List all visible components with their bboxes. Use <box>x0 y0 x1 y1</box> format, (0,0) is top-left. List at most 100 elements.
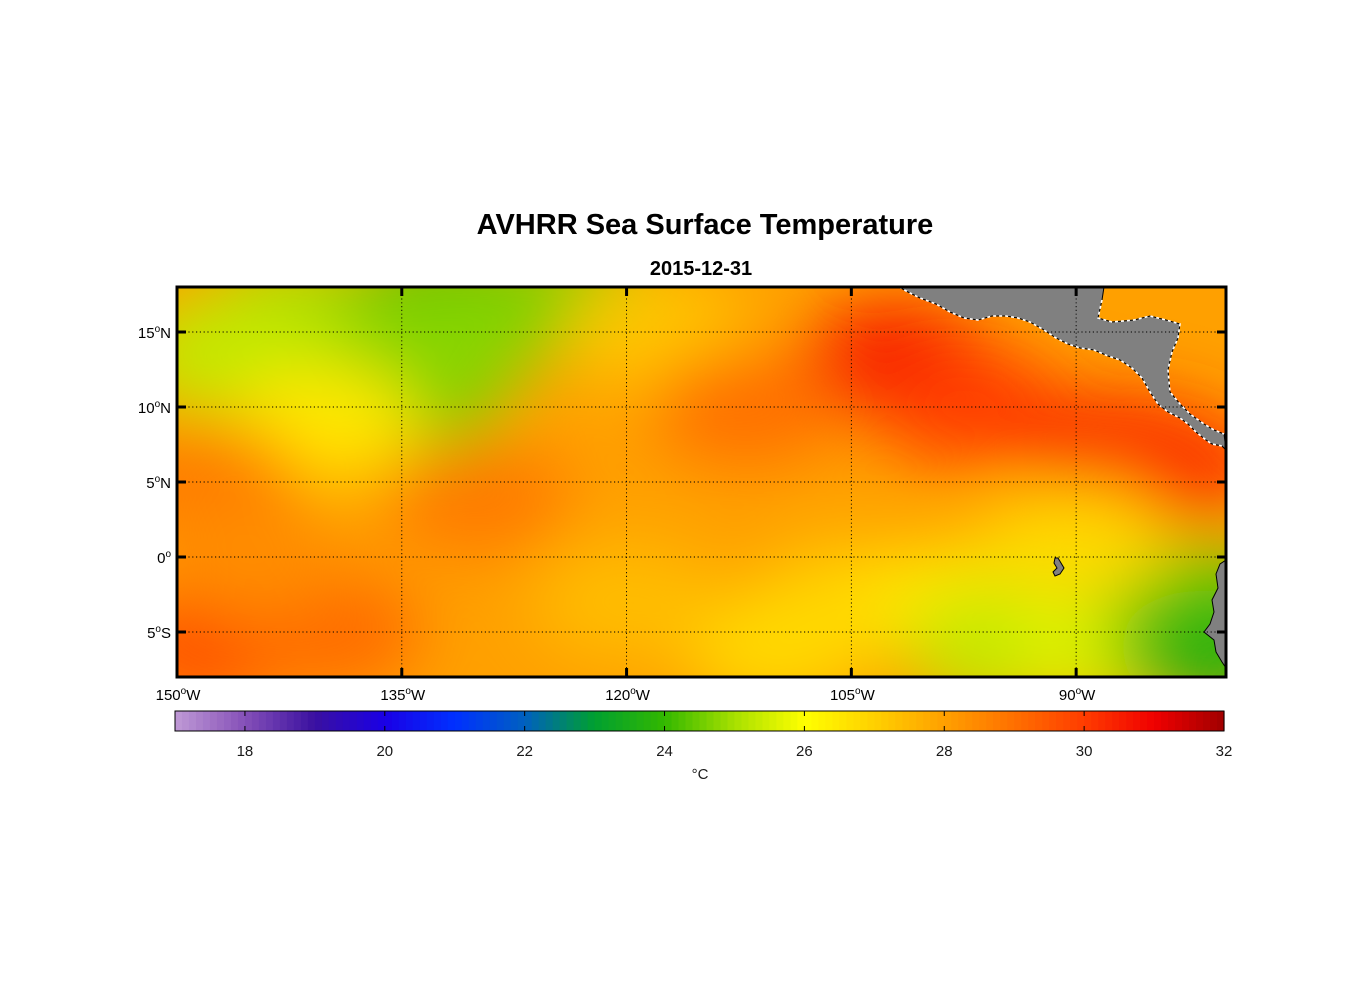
colorbar-segment <box>195 711 204 731</box>
colorbar-segment <box>412 711 421 731</box>
colorbar-segment <box>1070 711 1078 731</box>
colorbar-segment <box>566 711 575 731</box>
colorbar-unit-label: °C <box>692 766 709 783</box>
colorbar-segment <box>279 711 288 731</box>
colorbar-segment <box>832 711 840 731</box>
colorbar-segment <box>769 711 778 731</box>
colorbar-segment <box>1126 711 1134 731</box>
axis-ticks <box>175 287 1226 677</box>
colorbar-segment <box>489 711 498 731</box>
colorbar-segment <box>251 711 260 731</box>
colorbar-segment <box>916 711 924 731</box>
sst-anomaly <box>381 439 572 555</box>
colorbar-segment <box>1056 711 1064 731</box>
colorbar-segment <box>328 711 337 731</box>
colorbar-segment <box>237 711 246 731</box>
colorbar-segment <box>1147 711 1155 731</box>
colorbar-segment <box>244 711 253 731</box>
colorbar-segment <box>650 711 659 731</box>
colorbar-segment <box>202 711 211 731</box>
colorbar-segment <box>1084 711 1092 731</box>
colorbar-segment <box>664 711 673 731</box>
colorbar-segment <box>1000 711 1008 731</box>
latitude-labels: 15oN 10oN 5oN 0o 5oS <box>138 324 172 642</box>
colorbar-segment <box>1119 711 1127 731</box>
colorbar-tick-label: 22 <box>516 743 533 760</box>
colorbar-segment <box>349 711 358 731</box>
colorbar-segment <box>1049 711 1057 731</box>
colorbar-segment <box>986 711 994 731</box>
south-america <box>1203 559 1226 669</box>
colorbar-segment <box>405 711 414 731</box>
colorbar-segment <box>608 711 617 731</box>
colorbar-segment <box>440 711 449 731</box>
colorbar-segment <box>181 711 190 731</box>
colorbar-segment <box>615 711 624 731</box>
colorbar-segment <box>1007 711 1015 731</box>
colorbar-segment <box>783 711 792 731</box>
colorbar-segment <box>853 711 861 731</box>
colorbar-segment <box>384 711 393 731</box>
colorbar-segment <box>692 711 701 731</box>
colorbar-segment <box>265 711 274 731</box>
colorbar-segment <box>1091 711 1099 731</box>
colorbar-segment <box>748 711 757 731</box>
chart-subtitle: 2015-12-31 <box>650 258 752 280</box>
colorbar-segment <box>951 711 959 731</box>
colorbar-segment <box>601 711 610 731</box>
colorbar-segment <box>1161 711 1169 731</box>
colorbar-segment <box>370 711 379 731</box>
colorbar-segment <box>699 711 708 731</box>
colorbar-segment <box>678 711 687 731</box>
colorbar-segment <box>1182 711 1190 731</box>
colorbar-segment <box>944 711 952 731</box>
longitude-label: 135oW <box>380 686 426 704</box>
latitude-label: 10oN <box>138 399 171 417</box>
colorbar-segment <box>923 711 931 731</box>
colorbar-segment <box>643 711 652 731</box>
colorbar-segment <box>552 711 561 731</box>
colorbar-segment <box>1021 711 1029 731</box>
colorbar-segment <box>223 711 232 731</box>
colorbar-segment <box>594 711 603 731</box>
colorbar-segment <box>559 711 568 731</box>
colorbar-segment <box>755 711 764 731</box>
colorbar-segment <box>706 711 715 731</box>
colorbar-segment <box>321 711 330 731</box>
colorbar-segment <box>629 711 638 731</box>
sst-anomaly <box>681 589 872 677</box>
colorbar-segment <box>839 711 847 731</box>
latitude-label: 5oN <box>146 474 171 492</box>
colorbar-segment <box>216 711 225 731</box>
central-america-coastline <box>898 287 1223 447</box>
colorbar-tick-labels: 18 20 22 24 26 28 30 32 <box>237 743 1233 760</box>
colorbar-segment <box>342 711 351 731</box>
colorbar-segment <box>286 711 295 731</box>
sst-anomaly <box>651 349 842 465</box>
colorbar-segment <box>776 711 785 731</box>
colorbar-segment <box>685 711 694 731</box>
colorbar-segment <box>888 711 896 731</box>
colorbar-segment <box>734 711 743 731</box>
colorbar-segment <box>1217 711 1225 731</box>
colorbar-segment <box>391 711 400 731</box>
latitude-label: 5oS <box>147 624 171 642</box>
colorbar-segment <box>1105 711 1113 731</box>
colorbar-segment <box>1014 711 1022 731</box>
colorbar-segment <box>909 711 917 731</box>
colorbar-segment <box>1133 711 1141 731</box>
colorbar-segment <box>175 711 183 731</box>
colorbar-segment <box>902 711 910 731</box>
colorbar-segment <box>741 711 750 731</box>
colorbar-segment <box>860 711 868 731</box>
colorbar-segment <box>496 711 505 731</box>
colorbar-segment <box>300 711 309 731</box>
colorbar-segment <box>363 711 372 731</box>
colorbar-segment <box>657 711 666 731</box>
colorbar-segment <box>1063 711 1071 731</box>
colorbar-ticks <box>244 711 1225 731</box>
colorbar-segment <box>762 711 771 731</box>
colorbar-segment <box>307 711 316 731</box>
colorbar-segment <box>958 711 966 731</box>
